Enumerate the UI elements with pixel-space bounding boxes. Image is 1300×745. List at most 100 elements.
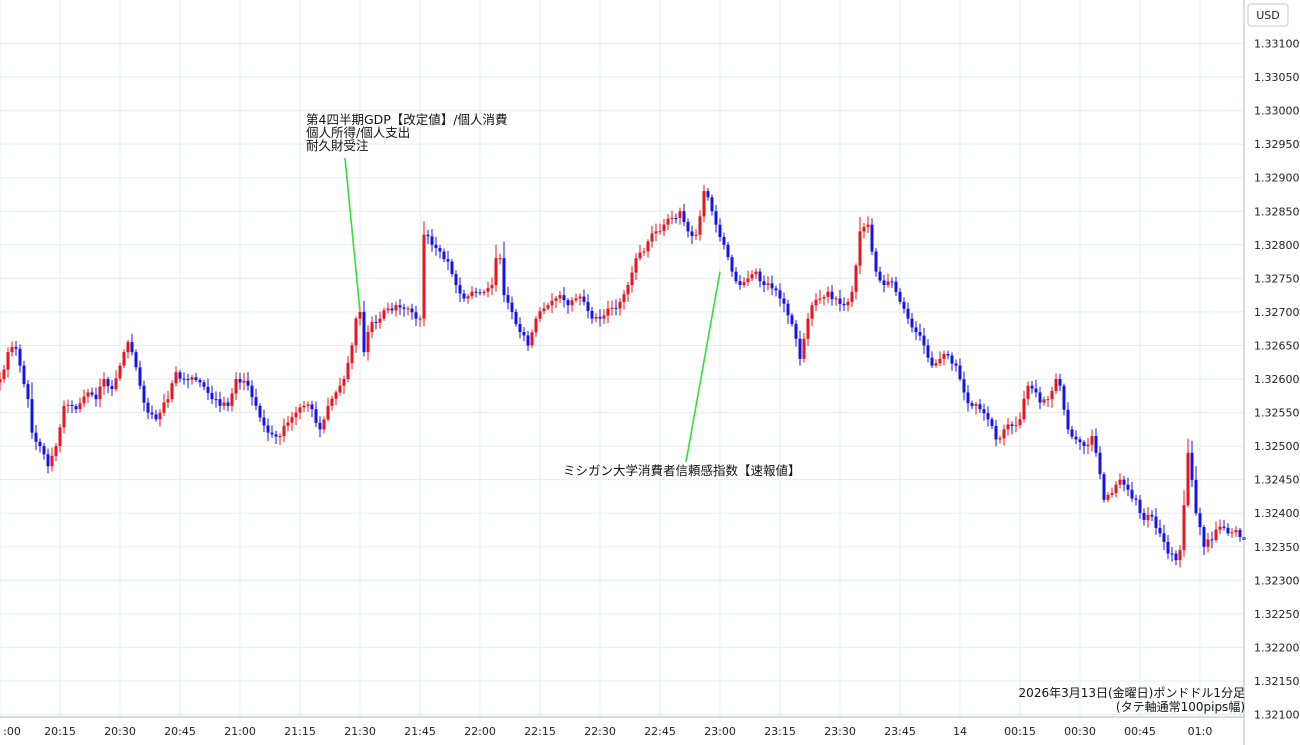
candle-body <box>638 252 642 259</box>
candle <box>886 273 890 288</box>
candle <box>1062 383 1066 416</box>
candle <box>690 225 694 245</box>
candle-body <box>646 241 650 252</box>
candle-body <box>50 455 54 467</box>
candle-body <box>466 296 470 299</box>
candle <box>514 308 518 327</box>
time-tick-label: 00:30 <box>1064 725 1096 738</box>
candle <box>702 184 706 223</box>
candle <box>390 302 394 315</box>
candle <box>1070 425 1074 440</box>
candle-body <box>934 363 938 366</box>
candle <box>930 351 934 368</box>
candle-body <box>246 380 250 386</box>
candle-body <box>1230 532 1234 534</box>
candle-body <box>522 332 526 336</box>
candle <box>258 403 262 422</box>
candle <box>270 425 274 438</box>
candle <box>454 270 458 294</box>
candle <box>1154 508 1158 535</box>
candle <box>606 300 610 324</box>
candle-body <box>438 248 442 252</box>
candle-body <box>610 307 614 309</box>
candle <box>1014 416 1018 433</box>
candle <box>1122 475 1126 492</box>
candle <box>826 286 830 304</box>
candle <box>834 296 838 306</box>
candle <box>498 253 502 265</box>
candle <box>1102 472 1106 503</box>
candle-body <box>726 244 730 258</box>
candle-body <box>758 271 762 282</box>
candle <box>1050 386 1054 408</box>
candle-body <box>790 315 794 324</box>
candle <box>578 293 582 306</box>
candle <box>610 300 614 316</box>
candle <box>70 400 74 414</box>
candle-body <box>862 227 866 232</box>
candle <box>914 321 918 341</box>
candle <box>350 342 354 370</box>
candle <box>410 303 414 320</box>
candle-body <box>474 291 478 293</box>
candle <box>66 399 70 413</box>
candle-body <box>590 311 594 319</box>
candle-body <box>810 305 814 319</box>
candle <box>1082 440 1086 455</box>
candle-body <box>382 310 386 319</box>
candle <box>330 395 334 411</box>
candle <box>222 396 226 411</box>
candle <box>226 397 230 412</box>
candle-body <box>426 234 430 237</box>
candle-body <box>498 258 502 260</box>
candle-body <box>454 274 458 286</box>
annotation-text: 個人所得/個人支出 <box>306 125 410 140</box>
candle-body <box>2 369 6 379</box>
candle-body <box>38 441 42 447</box>
candle <box>858 216 862 275</box>
candle-body <box>1134 498 1138 500</box>
time-tick-label: 21:45 <box>404 725 436 738</box>
candle <box>198 377 202 388</box>
candle-body <box>622 294 626 302</box>
candle <box>566 298 570 314</box>
candle <box>470 286 474 300</box>
candle-body <box>1194 479 1198 514</box>
candle <box>954 359 958 372</box>
candle-body <box>582 296 586 302</box>
candle-body <box>6 352 10 370</box>
candle <box>394 301 398 317</box>
candle <box>762 275 766 293</box>
candle-body <box>294 412 298 418</box>
candle <box>654 223 658 242</box>
candle-body <box>470 291 474 297</box>
time-tick-label: 22:15 <box>524 725 556 738</box>
candle <box>894 276 898 296</box>
candle-body <box>658 231 662 233</box>
price-tick-label: 1.32800 <box>1254 239 1300 252</box>
candle <box>182 372 186 385</box>
time-tick-label: 23:15 <box>764 725 796 738</box>
candle <box>538 306 542 322</box>
currency-label[interactable]: USD <box>1247 3 1289 27</box>
candle <box>82 389 86 408</box>
candle <box>1114 481 1118 498</box>
candle-body <box>826 291 830 297</box>
time-tick-label: 20:30 <box>104 725 136 738</box>
candle-body <box>518 324 522 333</box>
candle-body <box>114 378 118 390</box>
currency-box[interactable] <box>1247 3 1289 27</box>
candle-body <box>978 404 982 410</box>
candle-body <box>58 427 62 447</box>
candle <box>30 382 34 439</box>
candle-body <box>66 404 70 406</box>
candle <box>1002 424 1006 446</box>
candle-body <box>554 298 558 301</box>
candle <box>862 223 866 239</box>
candle-body <box>1210 539 1214 541</box>
candle <box>174 366 178 387</box>
candle-body <box>802 338 806 359</box>
candle <box>218 391 222 413</box>
candle <box>418 315 422 327</box>
candle <box>162 393 166 416</box>
